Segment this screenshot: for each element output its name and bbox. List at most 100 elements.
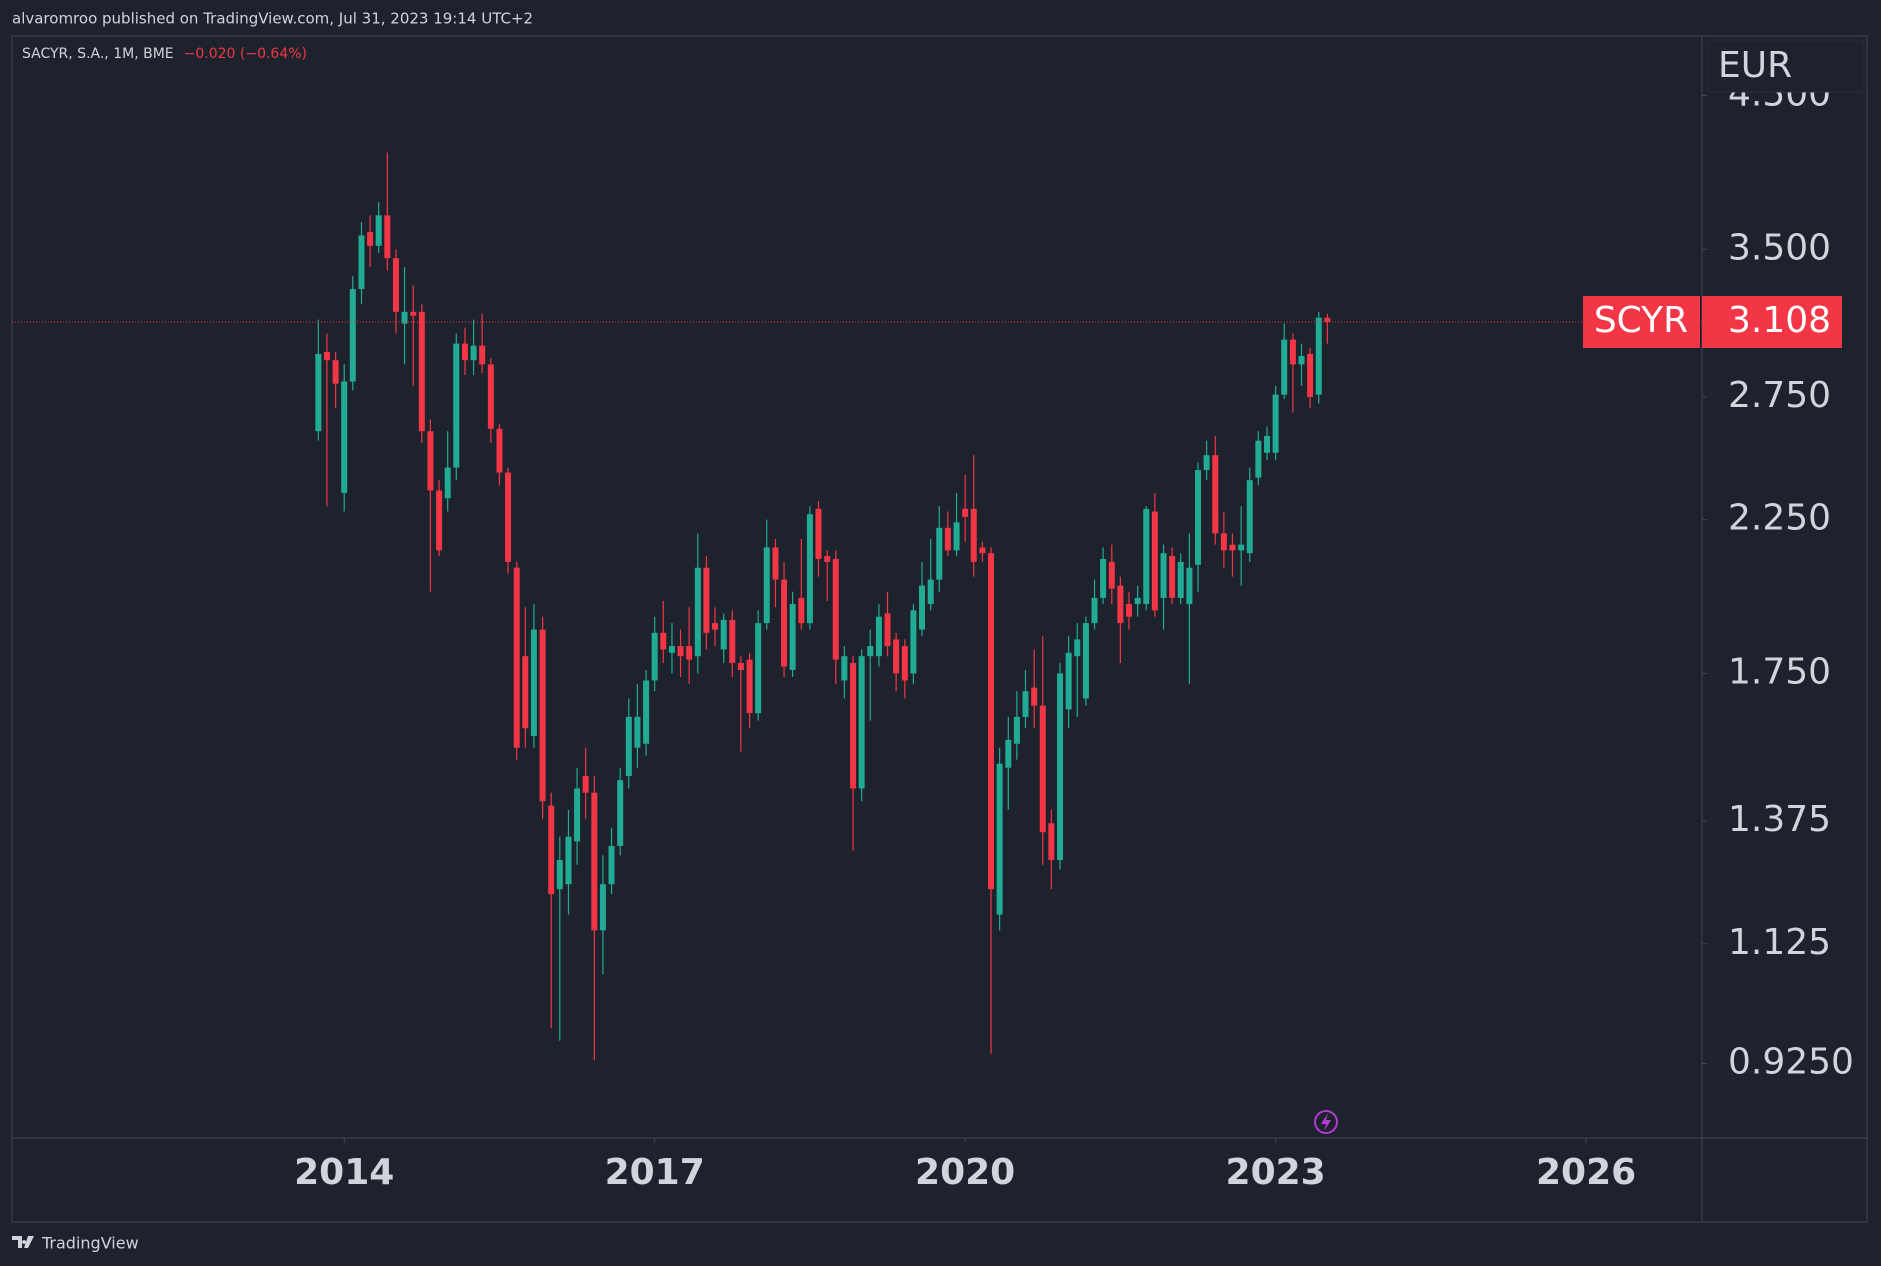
symbol-title: SACYR, S.A., 1M, BME: [22, 46, 174, 62]
candle-body: [1246, 480, 1253, 554]
candle-body: [444, 467, 451, 499]
candle-body: [1151, 511, 1158, 611]
lightning-icon[interactable]: [1314, 1110, 1338, 1134]
candle-body: [565, 836, 572, 885]
candle-body: [988, 553, 995, 890]
candle-body: [746, 659, 753, 714]
candle-body: [530, 629, 537, 736]
candle-body: [436, 490, 443, 551]
candle-body: [677, 646, 684, 657]
candle-body: [850, 663, 857, 789]
candle-body: [824, 556, 831, 562]
candle-body: [755, 623, 762, 714]
candle-body: [582, 775, 589, 793]
candle-body: [427, 431, 434, 491]
candle-body: [875, 616, 882, 657]
candle-body: [1134, 597, 1141, 605]
candle-body: [927, 579, 934, 605]
candle-body: [1125, 604, 1132, 617]
candle-body: [781, 579, 788, 667]
candle-body: [470, 345, 477, 361]
candle-body: [1117, 585, 1124, 624]
candle-body: [496, 428, 503, 473]
candle-body: [686, 646, 693, 660]
candle-body: [522, 656, 529, 729]
candle-body: [1091, 597, 1098, 624]
x-tick-label: 2014: [294, 1152, 394, 1193]
candle-body: [841, 656, 848, 681]
y-tick-label: 3.500: [1728, 227, 1831, 268]
candle-body: [918, 585, 925, 630]
candle-body: [358, 235, 365, 290]
candle-body: [410, 311, 417, 316]
candle-body: [703, 567, 710, 633]
candle-body: [1255, 440, 1262, 478]
candle-body: [660, 632, 667, 650]
candle-body: [1100, 558, 1107, 598]
candle-body: [1031, 687, 1038, 706]
candle-body: [1022, 691, 1029, 717]
symbol-label: SCYR: [1594, 300, 1688, 341]
candle-body: [401, 311, 408, 324]
candle-body: [1307, 353, 1314, 397]
candle-body: [1203, 455, 1210, 471]
candle-body: [720, 619, 727, 650]
candle-body: [1160, 553, 1167, 598]
candle-body: [574, 788, 581, 842]
candle-body: [936, 527, 943, 580]
candle-body: [1108, 561, 1115, 589]
candle-body: [349, 289, 356, 382]
candle-body: [668, 646, 675, 653]
tradingview-logo[interactable]: TradingView: [12, 1234, 139, 1253]
candle-body: [944, 527, 951, 551]
candle-body: [1264, 435, 1271, 453]
candle-body: [901, 646, 908, 681]
candle-body: [1195, 470, 1202, 565]
candle-body: [1177, 561, 1184, 598]
candle-body: [461, 343, 468, 361]
candle-body: [651, 632, 658, 681]
candle-body: [315, 353, 322, 432]
candle-body: [763, 547, 770, 624]
candle-body: [1298, 355, 1305, 365]
candle-body: [341, 381, 348, 494]
candle-body: [479, 345, 486, 365]
candle-body: [392, 258, 399, 312]
symbol-label-box: [1583, 295, 1700, 348]
candle-body: [893, 639, 900, 674]
candle-body: [375, 215, 382, 246]
candle-body: [1238, 544, 1245, 551]
candle-body: [634, 716, 641, 748]
candle-body: [591, 792, 598, 931]
x-tick-label: 2023: [1226, 1152, 1326, 1193]
candle-body: [1212, 455, 1219, 534]
candle-body: [418, 311, 425, 432]
candle-body: [737, 663, 744, 670]
candle-body: [729, 619, 736, 664]
candle-body: [1186, 567, 1193, 605]
candle-body: [332, 360, 339, 384]
candle-body: [806, 514, 813, 624]
candle-body: [384, 215, 391, 259]
candle-body: [505, 472, 512, 562]
candle-body: [513, 567, 520, 748]
price-change: −0.020 (−0.64%): [184, 46, 307, 62]
candle-body: [953, 522, 960, 551]
candle-body: [1169, 556, 1176, 598]
candle-body: [1143, 508, 1150, 605]
candle-body: [858, 656, 865, 789]
x-tick-label: 2017: [605, 1152, 705, 1193]
candle-body: [1057, 673, 1064, 861]
candle-body: [608, 845, 615, 885]
candle-body: [1074, 639, 1081, 657]
candle-body: [772, 547, 779, 580]
y-tick-label: 1.125: [1728, 922, 1831, 963]
y-tick-label: 1.750: [1728, 651, 1831, 692]
candle-body: [1229, 544, 1236, 551]
frame: [11, 35, 1868, 1223]
last-price-box: [1702, 295, 1842, 348]
candle-body: [1013, 716, 1020, 744]
candle-body: [962, 508, 969, 517]
candle-body: [884, 613, 891, 647]
candle-body: [1315, 317, 1322, 395]
